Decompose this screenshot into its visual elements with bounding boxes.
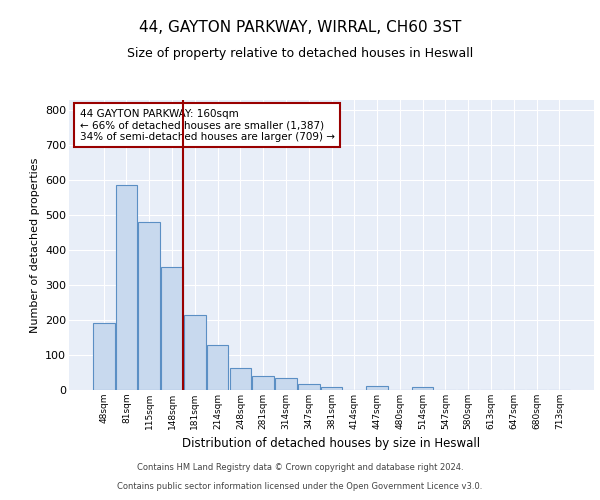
- Bar: [184, 315, 206, 390]
- Bar: [139, 222, 160, 390]
- Text: 44 GAYTON PARKWAY: 160sqm
← 66% of detached houses are smaller (1,387)
34% of se: 44 GAYTON PARKWAY: 160sqm ← 66% of detac…: [79, 108, 335, 142]
- Bar: [93, 322, 115, 390]
- Bar: [230, 368, 251, 390]
- Y-axis label: Number of detached properties: Number of detached properties: [29, 158, 40, 332]
- Text: Size of property relative to detached houses in Heswall: Size of property relative to detached ho…: [127, 48, 473, 60]
- Bar: [298, 384, 320, 390]
- Bar: [366, 386, 388, 390]
- Bar: [320, 386, 343, 390]
- Bar: [207, 344, 229, 390]
- X-axis label: Distribution of detached houses by size in Heswall: Distribution of detached houses by size …: [182, 438, 481, 450]
- Bar: [275, 378, 297, 390]
- Bar: [412, 386, 433, 390]
- Text: 44, GAYTON PARKWAY, WIRRAL, CH60 3ST: 44, GAYTON PARKWAY, WIRRAL, CH60 3ST: [139, 20, 461, 35]
- Text: Contains public sector information licensed under the Open Government Licence v3: Contains public sector information licen…: [118, 482, 482, 491]
- Bar: [161, 266, 183, 390]
- Text: Contains HM Land Registry data © Crown copyright and database right 2024.: Contains HM Land Registry data © Crown c…: [137, 464, 463, 472]
- Bar: [116, 184, 137, 390]
- Bar: [253, 376, 274, 390]
